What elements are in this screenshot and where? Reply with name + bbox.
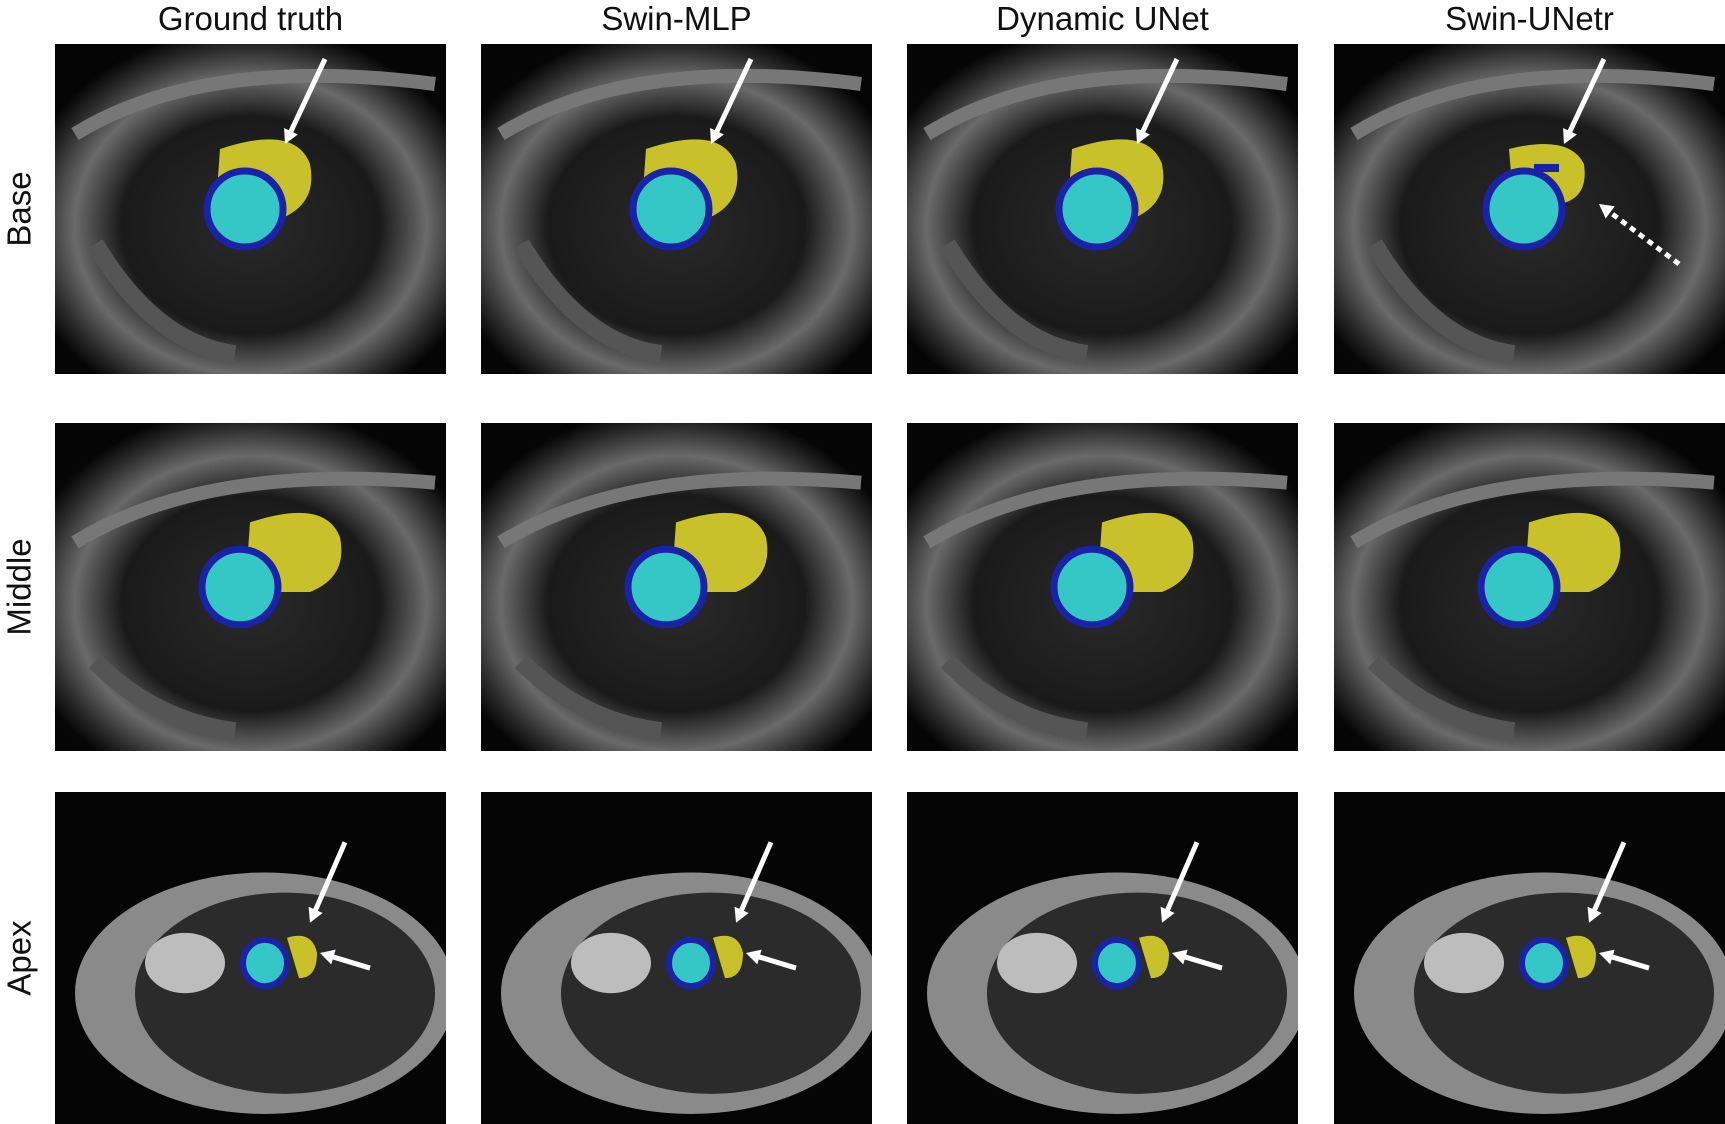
arrow xyxy=(710,57,754,144)
column-header: Ground truth xyxy=(157,0,344,37)
segmentation-panel xyxy=(907,44,1298,374)
row-header: Base xyxy=(0,44,40,374)
arrow xyxy=(746,949,797,971)
segmentation-panel xyxy=(55,792,446,1124)
arrow xyxy=(308,841,348,923)
segmentation-panel xyxy=(907,792,1298,1124)
row-label: Base xyxy=(1,171,38,247)
column-header: Swin-MLP xyxy=(601,0,752,37)
arrow xyxy=(1136,57,1180,144)
segmentation-panel xyxy=(481,423,872,751)
segmentation-panel xyxy=(1334,792,1725,1124)
column-header: Swin-UNetr xyxy=(1445,0,1614,37)
arrow xyxy=(1172,949,1223,971)
segmentation-panel xyxy=(55,423,446,751)
arrow xyxy=(1160,841,1200,923)
arrow xyxy=(1587,841,1627,923)
row-label: Apex xyxy=(1,920,38,996)
segmentation-panel xyxy=(907,423,1298,751)
arrow xyxy=(1563,57,1607,144)
arrow xyxy=(734,841,774,923)
segmentation-panel xyxy=(55,44,446,374)
row-header: Middle xyxy=(0,423,40,751)
segmentation-panel xyxy=(1334,423,1725,751)
arrow xyxy=(1599,949,1650,971)
row-header: Apex xyxy=(0,792,40,1124)
column-header: Dynamic UNet xyxy=(996,0,1209,37)
segmentation-panel xyxy=(481,792,872,1124)
arrow xyxy=(320,949,371,971)
segmentation-panel xyxy=(1334,44,1725,374)
row-label: Middle xyxy=(1,538,38,636)
dashed-arrow xyxy=(1599,204,1681,267)
segmentation-panel xyxy=(481,44,872,374)
arrow xyxy=(284,57,328,144)
